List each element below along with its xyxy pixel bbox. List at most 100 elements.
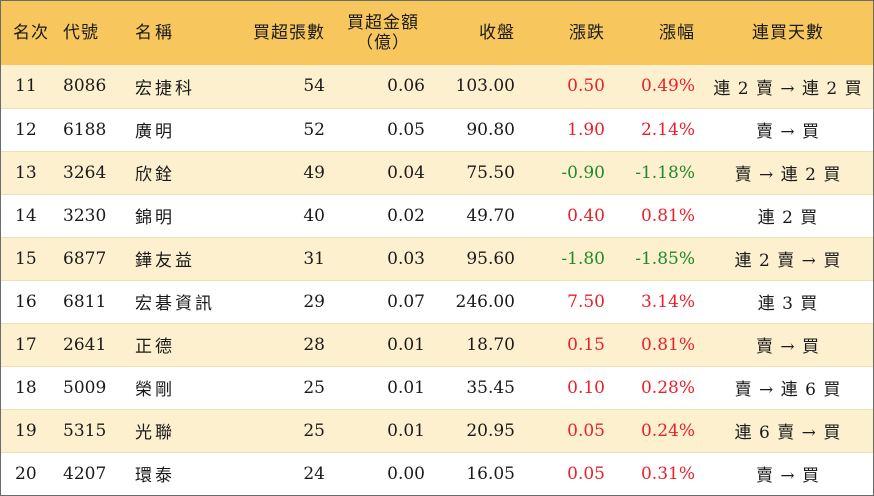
cell-close: 95.60 <box>433 237 523 281</box>
header-close: 收盤 <box>479 23 515 43</box>
cell-name: 榮剛 <box>127 366 227 410</box>
cell-change: -1.80 <box>523 237 613 281</box>
cell-net-buy-lots: 28 <box>227 323 333 367</box>
cell-change-pct: 0.49% <box>613 65 703 109</box>
table-row: 11 8086 宏捷科 54 0.06 103.00 0.50 0.49% 連 2 賣 → 連 … <box>1 65 873 109</box>
cell-change: 1.90 <box>523 108 613 152</box>
cell-rank: 11 <box>1 65 59 109</box>
cell-code: 3230 <box>59 194 127 238</box>
header-code: 代號 <box>63 23 99 43</box>
cell-rank: 19 <box>1 409 59 453</box>
cell-name: 宏捷科 <box>127 65 227 109</box>
cell-close: 103.00 <box>433 65 523 109</box>
cell-net-buy-lots: 52 <box>227 108 333 152</box>
cell-change: 0.10 <box>523 366 613 410</box>
cell-net-buy-amount: 0.05 <box>333 108 433 152</box>
cell-streak: 賣 → 連 6 買 <box>703 366 873 410</box>
table-row: 17 2641 正德 28 0.01 18.70 0.15 0.81% 賣 → 買 <box>1 323 873 367</box>
cell-change: 0.05 <box>523 409 613 453</box>
cell-close: 49.70 <box>433 194 523 238</box>
cell-rank: 15 <box>1 237 59 281</box>
cell-code: 6188 <box>59 108 127 152</box>
cell-close: 75.50 <box>433 151 523 195</box>
cell-code: 5315 <box>59 409 127 453</box>
cell-rank: 12 <box>1 108 59 152</box>
table-row: 13 3264 欣銓 49 0.04 75.50 -0.90 -1.18% 賣 → 連 2 買 <box>1 151 873 195</box>
cell-close: 20.95 <box>433 409 523 453</box>
table-row: 18 5009 榮剛 25 0.01 35.45 0.10 0.28% 賣 → 連 6 買 <box>1 366 873 410</box>
cell-rank: 13 <box>1 151 59 195</box>
cell-change-pct: 0.24% <box>613 409 703 453</box>
cell-change-pct: -1.18% <box>613 151 703 195</box>
header-net-buy-lots: 買超張數 <box>253 23 325 43</box>
cell-net-buy-amount: 0.02 <box>333 194 433 238</box>
cell-change-pct: -1.85% <box>613 237 703 281</box>
cell-name: 環泰 <box>127 452 227 495</box>
cell-rank: 14 <box>1 194 59 238</box>
cell-streak: 連 2 賣 → 買 <box>703 237 873 281</box>
cell-streak: 賣 → 買 <box>703 452 873 495</box>
cell-streak: 連 2 賣 → 連 2 買 <box>703 65 873 109</box>
cell-code: 6877 <box>59 237 127 281</box>
cell-net-buy-amount: 0.06 <box>333 65 433 109</box>
cell-change: -0.90 <box>523 151 613 195</box>
table-row: 15 6877 鏵友益 31 0.03 95.60 -1.80 -1.85% 連 2 賣 → 買 <box>1 237 873 281</box>
cell-streak: 連 6 賣 → 買 <box>703 409 873 453</box>
cell-net-buy-amount: 0.03 <box>333 237 433 281</box>
cell-rank: 20 <box>1 452 59 495</box>
cell-net-buy-amount: 0.00 <box>333 452 433 495</box>
cell-streak: 連 2 買 <box>703 194 873 238</box>
cell-change: 0.40 <box>523 194 613 238</box>
cell-change: 0.05 <box>523 452 613 495</box>
cell-code: 3264 <box>59 151 127 195</box>
header-net-buy-amount-line1: 買超金額 <box>347 13 419 33</box>
cell-change: 0.15 <box>523 323 613 367</box>
cell-name: 鏵友益 <box>127 237 227 281</box>
header-change: 漲跌 <box>569 23 605 43</box>
cell-code: 2641 <box>59 323 127 367</box>
cell-name: 光聯 <box>127 409 227 453</box>
cell-code: 6811 <box>59 280 127 324</box>
cell-change-pct: 0.81% <box>613 194 703 238</box>
cell-change-pct: 0.81% <box>613 323 703 367</box>
cell-net-buy-lots: 25 <box>227 366 333 410</box>
cell-code: 5009 <box>59 366 127 410</box>
cell-rank: 16 <box>1 280 59 324</box>
cell-code: 8086 <box>59 65 127 109</box>
cell-streak: 賣 → 買 <box>703 108 873 152</box>
cell-net-buy-amount: 0.04 <box>333 151 433 195</box>
header-net-buy-amount-line2: （億） <box>356 33 410 53</box>
table-header: 名次 代號 名稱 買超張數 買超金額 （億） 收盤 漲跌 漲幅 連買天數 <box>1 1 873 65</box>
cell-name: 正德 <box>127 323 227 367</box>
cell-change-pct: 0.28% <box>613 366 703 410</box>
cell-net-buy-lots: 25 <box>227 409 333 453</box>
cell-net-buy-lots: 49 <box>227 151 333 195</box>
cell-net-buy-amount: 0.01 <box>333 323 433 367</box>
cell-change: 7.50 <box>523 280 613 324</box>
cell-net-buy-lots: 31 <box>227 237 333 281</box>
cell-change-pct: 3.14% <box>613 280 703 324</box>
cell-net-buy-lots: 54 <box>227 65 333 109</box>
header-rank: 名次 <box>13 23 49 43</box>
cell-net-buy-amount: 0.01 <box>333 409 433 453</box>
header-streak: 連買天數 <box>752 23 824 43</box>
cell-close: 16.05 <box>433 452 523 495</box>
cell-name: 廣明 <box>127 108 227 152</box>
table-row: 16 6811 宏碁資訊 29 0.07 246.00 7.50 3.14% 連 3 買 <box>1 280 873 324</box>
table-body: 11 8086 宏捷科 54 0.06 103.00 0.50 0.49% 連 2 賣 → 連 … <box>1 65 873 495</box>
cell-rank: 17 <box>1 323 59 367</box>
table-row: 19 5315 光聯 25 0.01 20.95 0.05 0.24% 連 6 賣 → 買 <box>1 409 873 453</box>
cell-streak: 連 3 買 <box>703 280 873 324</box>
table-row: 12 6188 廣明 52 0.05 90.80 1.90 2.14% 賣 → 買 <box>1 108 873 152</box>
header-net-buy-amount: 買超金額 （億） <box>333 1 433 65</box>
header-name: 名稱 <box>135 23 175 43</box>
cell-name: 宏碁資訊 <box>127 280 227 324</box>
cell-net-buy-amount: 0.07 <box>333 280 433 324</box>
cell-change-pct: 0.31% <box>613 452 703 495</box>
cell-code: 4207 <box>59 452 127 495</box>
cell-close: 90.80 <box>433 108 523 152</box>
cell-streak: 賣 → 連 2 買 <box>703 151 873 195</box>
cell-name: 錦明 <box>127 194 227 238</box>
table-row: 20 4207 環泰 24 0.00 16.05 0.05 0.31% 賣 → 買 <box>1 452 873 495</box>
